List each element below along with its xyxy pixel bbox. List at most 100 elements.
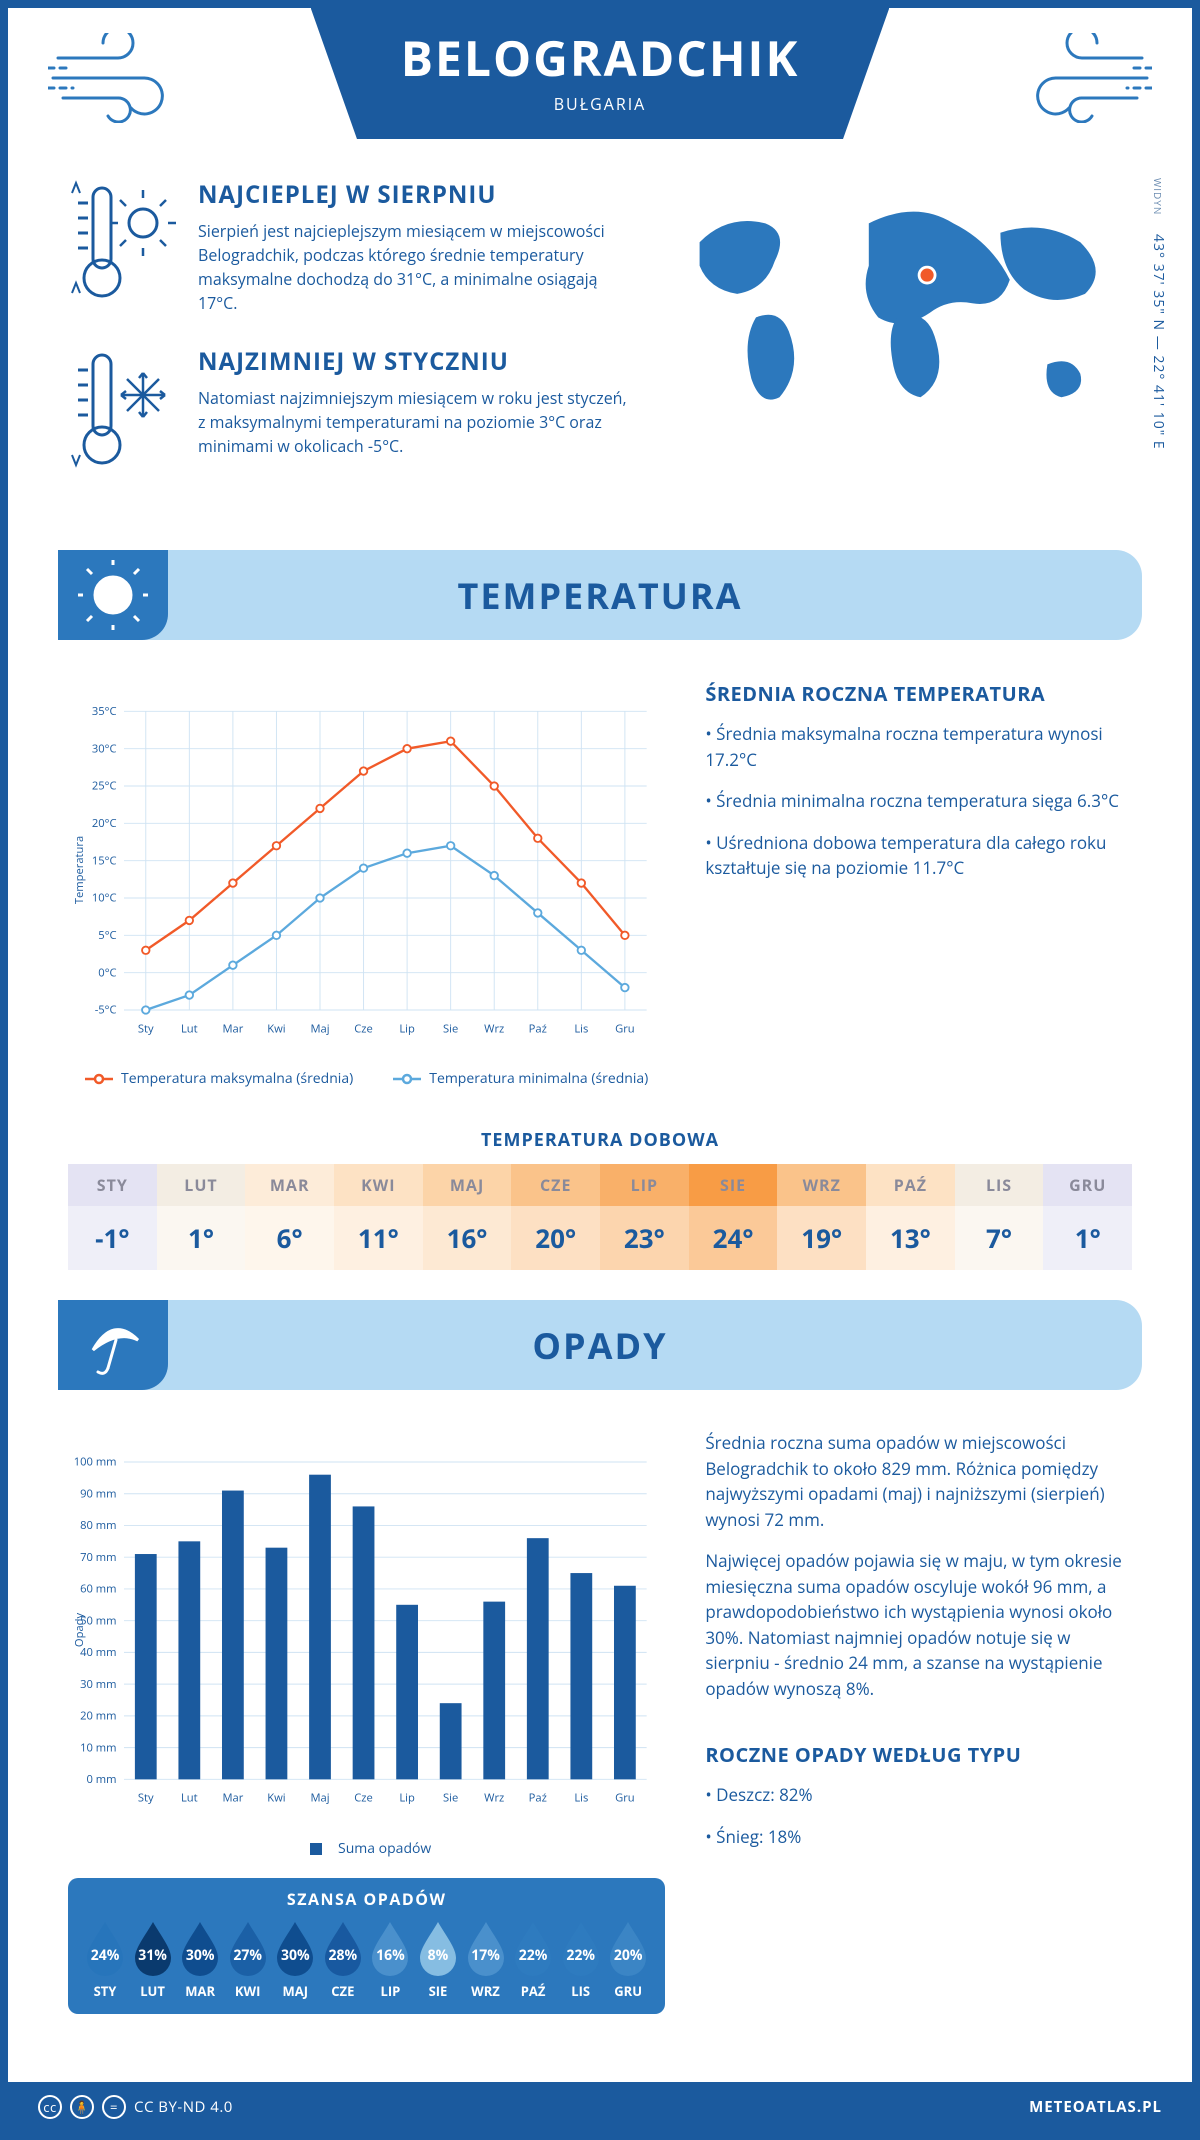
svg-text:-5°C: -5°C: [95, 1003, 117, 1018]
month-cell: KWI11°: [334, 1164, 423, 1270]
svg-text:Paź: Paź: [529, 1791, 547, 1806]
svg-text:15°C: 15°C: [92, 853, 117, 868]
wind-icon: [48, 33, 188, 128]
country-name: BUŁGARIA: [401, 93, 800, 115]
precip-type-title: ROCZNE OPADY WEDŁUG TYPU: [705, 1741, 1132, 1768]
svg-text:Temperatura: Temperatura: [72, 836, 87, 904]
top-info: NAJCIEPLEJ W SIERPNIU Sierpień jest najc…: [8, 168, 1192, 540]
month-cell: LIS7°: [955, 1164, 1044, 1270]
svg-text:Paź: Paź: [529, 1021, 547, 1036]
svg-text:Maj: Maj: [310, 1021, 329, 1036]
temp-bullet-3: • Uśredniona dobowa temperatura dla całe…: [705, 830, 1132, 881]
precipitation-banner: OPADY: [58, 1300, 1142, 1390]
chance-drop: 30%: [177, 1920, 223, 1976]
month-cell: STY-1°: [68, 1164, 157, 1270]
chance-drop: 27%: [225, 1920, 271, 1976]
svg-text:10°C: 10°C: [92, 891, 117, 906]
brand: METEOATLAS.PL: [1029, 2097, 1162, 2117]
precipitation-section: 0 mm10 mm20 mm30 mm40 mm50 mm60 mm70 mm8…: [8, 1420, 1192, 2024]
precip-p2: Najwięcej opadów pojawia się w maju, w t…: [705, 1548, 1132, 1701]
coordinates: WIDYN 43° 37' 35" N — 22° 41' 10" E: [1149, 178, 1168, 450]
temperature-chart: -5°C0°C5°C10°C15°C20°C25°C30°C35°CStyLut…: [68, 680, 665, 1088]
thermometer-hot-icon: [68, 178, 178, 315]
svg-text:20°C: 20°C: [92, 816, 117, 831]
svg-text:80 mm: 80 mm: [80, 1518, 116, 1533]
svg-text:10 mm: 10 mm: [80, 1740, 116, 1755]
svg-text:Opady: Opady: [72, 1613, 87, 1648]
license-text: CC BY-ND 4.0: [134, 2097, 233, 2117]
svg-text:Mar: Mar: [222, 1021, 243, 1036]
svg-text:Maj: Maj: [310, 1791, 329, 1806]
temp-bullet-2: • Średnia minimalna roczna temperatura s…: [705, 788, 1132, 814]
svg-text:0 mm: 0 mm: [87, 1772, 117, 1787]
svg-text:Sie: Sie: [443, 1021, 458, 1036]
svg-text:25°C: 25°C: [92, 779, 117, 794]
temperature-banner: TEMPERATURA: [58, 550, 1142, 640]
chance-drop: 17%: [463, 1920, 509, 1976]
chance-drop: 16%: [367, 1920, 413, 1976]
temperature-summary: ŚREDNIA ROCZNA TEMPERATURA • Średnia mak…: [705, 680, 1132, 1088]
svg-text:70 mm: 70 mm: [80, 1550, 116, 1565]
temp-summary-title: ŚREDNIA ROCZNA TEMPERATURA: [705, 680, 1132, 707]
precip-legend: Suma opadów: [68, 1839, 665, 1858]
precip-type-1: • Deszcz: 82%: [705, 1782, 1132, 1808]
section-title-temp: TEMPERATURA: [58, 571, 1142, 620]
svg-text:Wrz: Wrz: [484, 1021, 504, 1036]
city-name: BELOGRADCHIK: [401, 26, 800, 91]
month-cell: SIE24°: [689, 1164, 778, 1270]
month-cell: MAR6°: [245, 1164, 334, 1270]
chance-drop: 22%: [558, 1920, 604, 1976]
month-cell: PAŹ13°: [866, 1164, 955, 1270]
warmest-block: NAJCIEPLEJ W SIERPNIU Sierpień jest najc…: [68, 178, 632, 315]
sun-icon: [58, 550, 168, 640]
svg-text:0°C: 0°C: [98, 965, 116, 980]
month-cell: LUT1°: [157, 1164, 246, 1270]
chance-drop: 24%: [82, 1920, 128, 1976]
legend-min: Temperatura minimalna (średnia): [429, 1069, 648, 1088]
month-cell: MAJ16°: [423, 1164, 512, 1270]
coldest-block: NAJZIMNIEJ W STYCZNIU Natomiast najzimni…: [68, 345, 632, 480]
daily-temp-title: TEMPERATURA DOBOWA: [8, 1128, 1192, 1152]
precipitation-summary: Średnia roczna suma opadów w miejscowośc…: [705, 1430, 1132, 2014]
svg-text:Wrz: Wrz: [484, 1791, 504, 1806]
license: cc 🧍 = CC BY-ND 4.0: [38, 2095, 233, 2119]
map-area: WIDYN 43° 37' 35" N — 22° 41' 10" E: [662, 178, 1132, 510]
svg-text:20 mm: 20 mm: [80, 1709, 116, 1724]
coldest-title: NAJZIMNIEJ W STYCZNIU: [198, 345, 632, 378]
chance-drop: 31%: [130, 1920, 176, 1976]
temperature-section: -5°C0°C5°C10°C15°C20°C25°C30°C35°CStyLut…: [8, 670, 1192, 1098]
chance-drop: 28%: [320, 1920, 366, 1976]
chance-title: SZANSA OPADÓW: [82, 1888, 651, 1910]
svg-text:Lis: Lis: [574, 1021, 588, 1036]
svg-text:Mar: Mar: [222, 1791, 243, 1806]
svg-text:Sty: Sty: [138, 1791, 154, 1806]
temp-bullet-1: • Średnia maksymalna roczna temperatura …: [705, 721, 1132, 772]
coords-label: WIDYN: [1151, 178, 1165, 215]
month-cell: GRU1°: [1043, 1164, 1132, 1270]
precip-chance-box: SZANSA OPADÓW 24%31%30%27%30%28%16%8%17%…: [68, 1878, 665, 2014]
svg-text:Gru: Gru: [615, 1021, 635, 1036]
svg-text:Lip: Lip: [399, 1791, 415, 1806]
warmest-title: NAJCIEPLEJ W SIERPNIU: [198, 178, 632, 211]
svg-text:100 mm: 100 mm: [74, 1455, 117, 1470]
wind-icon: [1012, 33, 1152, 128]
svg-text:30°C: 30°C: [92, 741, 117, 756]
svg-text:90 mm: 90 mm: [80, 1486, 116, 1501]
nd-icon: =: [102, 2095, 126, 2119]
chance-drop: 30%: [272, 1920, 318, 1976]
umbrella-icon: [58, 1300, 168, 1390]
legend-precip: Suma opadów: [338, 1839, 431, 1858]
coldest-text: Natomiast najzimniejszym miesiącem w rok…: [198, 386, 632, 458]
coords-value: 43° 37' 35" N — 22° 41' 10" E: [1149, 234, 1168, 450]
svg-text:30 mm: 30 mm: [80, 1677, 116, 1692]
svg-text:5°C: 5°C: [98, 928, 116, 943]
chance-drop: 22%: [510, 1920, 556, 1976]
svg-text:35°C: 35°C: [92, 704, 117, 719]
legend-max: Temperatura maksymalna (średnia): [121, 1069, 353, 1088]
svg-text:Cze: Cze: [354, 1791, 373, 1806]
temperature-legend: Temperatura maksymalna (średnia) Tempera…: [68, 1069, 665, 1088]
precipitation-chart: 0 mm10 mm20 mm30 mm40 mm50 mm60 mm70 mm8…: [68, 1430, 665, 2014]
month-cell: WRZ19°: [777, 1164, 866, 1270]
precip-p1: Średnia roczna suma opadów w miejscowośc…: [705, 1430, 1132, 1532]
by-icon: 🧍: [70, 2095, 94, 2119]
